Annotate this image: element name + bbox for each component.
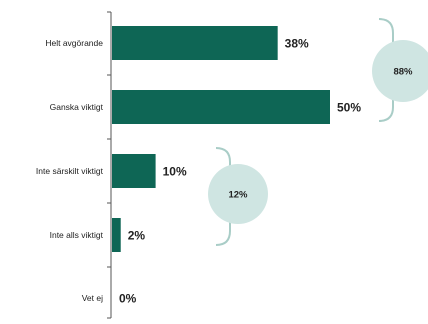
value-labels: 38% 50% 10% 2% 0% xyxy=(119,37,361,306)
value-label: 10% xyxy=(163,165,187,179)
value-label: 2% xyxy=(128,229,146,243)
axis-ticks xyxy=(107,11,111,319)
category-label: Helt avgörande xyxy=(45,38,103,48)
value-label: 38% xyxy=(285,37,309,51)
category-label: Inte särskilt viktigt xyxy=(36,166,104,176)
value-label: 50% xyxy=(337,101,361,115)
group-annotations: 88% 12% xyxy=(208,18,428,246)
bar xyxy=(112,90,330,124)
category-label: Vet ej xyxy=(82,293,103,303)
group-total-label: 12% xyxy=(228,190,248,201)
group-total-label: 88% xyxy=(393,67,413,78)
category-label: Ganska viktigt xyxy=(50,102,104,112)
value-label: 0% xyxy=(119,292,137,306)
bar xyxy=(112,218,121,252)
bar xyxy=(112,26,278,60)
bar xyxy=(112,154,156,188)
category-labels: Helt avgörande Ganska viktigt Inte särskil… xyxy=(36,38,104,303)
category-label: Inte alls viktigt xyxy=(50,230,104,240)
group-bubble xyxy=(372,40,428,102)
bars xyxy=(112,26,330,252)
group-bubble xyxy=(208,164,268,224)
